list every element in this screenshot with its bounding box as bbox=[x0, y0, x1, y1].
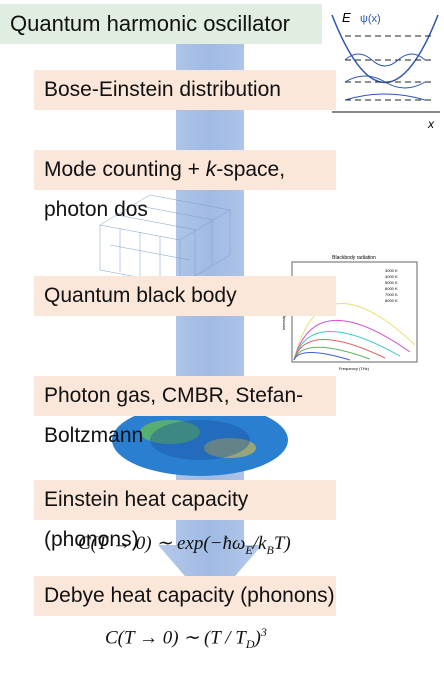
step-box: Bose-Einstein distribution bbox=[34, 70, 336, 110]
step-text: Photon gas, CMBR, Stefan-Boltzmann bbox=[44, 384, 304, 447]
oscillator-inset bbox=[331, 14, 440, 113]
step-text: Einstein heat capacity (phonons) bbox=[44, 488, 249, 551]
step-text: Debye heat capacity (phonons) bbox=[44, 584, 335, 607]
title-box: Quantum harmonic oscillator bbox=[0, 4, 322, 44]
blackbody-y-label: Intensity bbox=[281, 315, 286, 330]
legend-entry: 8000 K bbox=[385, 298, 398, 303]
formula-part: E bbox=[245, 542, 253, 557]
blackbody-title: Blackbody radiation bbox=[332, 255, 376, 261]
step-box: Debye heat capacity (phonons) bbox=[34, 576, 336, 616]
step-text: Quantum black body bbox=[44, 284, 237, 307]
blackbody-x-label: Frequency (THz) bbox=[339, 366, 370, 371]
energy-label: E bbox=[342, 10, 351, 25]
legend-entry: 7000 K bbox=[385, 292, 398, 297]
step-text: k bbox=[205, 158, 217, 181]
formula-part: B bbox=[266, 542, 274, 557]
legend-entry: 6000 K bbox=[385, 286, 398, 291]
step-box: Quantum black body bbox=[34, 276, 336, 316]
formula-part: 3 bbox=[260, 625, 267, 639]
lattice-inset bbox=[99, 194, 231, 286]
formula-part: /k bbox=[252, 533, 267, 554]
legend-entry: 3000 K bbox=[385, 268, 398, 273]
formula-part: C(T → 0) ∼ exp(−ħω bbox=[78, 533, 246, 554]
x-label: x bbox=[427, 117, 435, 131]
formula-part: T) bbox=[273, 533, 291, 554]
step-text: Bose-Einstein distribution bbox=[44, 78, 281, 101]
formula: C(T → 0) ∼ exp(−ħωE/kBT) bbox=[78, 532, 291, 558]
legend-entry: 4000 K bbox=[385, 274, 398, 279]
step-box: Einstein heat capacity (phonons) bbox=[34, 480, 336, 551]
legend-entry: 5000 K bbox=[385, 280, 398, 285]
formula: C(T → 0) ∼ (T / TD)3 bbox=[105, 625, 267, 652]
formula-part: ) bbox=[254, 627, 261, 649]
formula-part: D bbox=[245, 637, 255, 652]
cmb-inset bbox=[112, 404, 288, 476]
step-box: Mode counting + k-space, photon dos bbox=[34, 150, 336, 221]
wave-label: ψ(x) bbox=[360, 13, 381, 25]
formula-part: C(T → 0) ∼ (T / T bbox=[105, 627, 246, 649]
flow-arrow bbox=[158, 40, 262, 605]
step-text: Mode counting + bbox=[44, 158, 206, 181]
step-box: Photon gas, CMBR, Stefan-Boltzmann bbox=[34, 376, 336, 447]
step-text: -space, photon dos bbox=[44, 158, 286, 221]
